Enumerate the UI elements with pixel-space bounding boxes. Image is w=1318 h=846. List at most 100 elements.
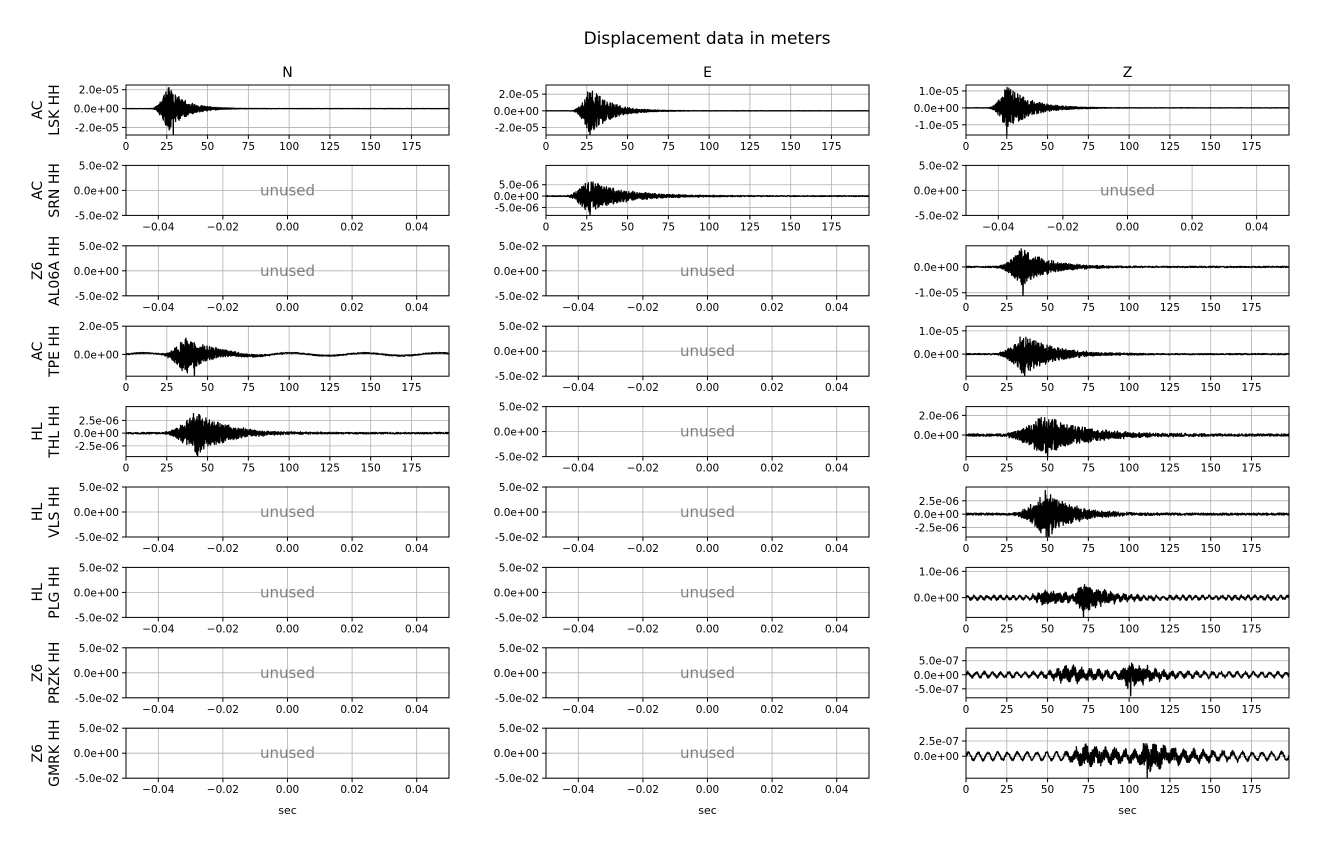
y-tick-label: 5.0e-02 (499, 321, 539, 333)
x-tick-label: 25 (160, 382, 173, 394)
x-tick-label: 0.00 (276, 221, 299, 233)
series-trace (546, 90, 869, 135)
x-tick-label: −0.02 (207, 704, 239, 716)
unused-label: unused (260, 503, 315, 521)
x-tick-label: −0.02 (627, 382, 659, 394)
x-tick-label: 25 (1000, 463, 1013, 475)
x-tick-label: −0.02 (627, 784, 659, 796)
x-tick-label: 0.00 (276, 302, 299, 314)
x-tick-label: 0 (963, 704, 970, 716)
x-tick-label: 125 (1160, 382, 1180, 394)
unused-label: unused (1100, 181, 1155, 199)
row-label-network: Z6 (30, 663, 46, 682)
unused-label: unused (260, 262, 315, 280)
x-tick-label: 100 (1119, 784, 1139, 796)
x-tick-label: 150 (1201, 463, 1221, 475)
y-tick-label: -2.5e-06 (75, 441, 119, 453)
row-label-network: AC (30, 341, 46, 360)
x-tick-label: 0 (963, 623, 970, 635)
y-tick-label: 0.0e+00 (74, 349, 119, 361)
x-tick-label: 100 (699, 141, 719, 153)
x-tick-label: 175 (821, 221, 841, 233)
y-tick-label: 2.0e-06 (919, 410, 960, 422)
x-tick-label: 75 (662, 141, 675, 153)
axes-frame (125, 325, 450, 377)
x-tick-label: 50 (1041, 704, 1054, 716)
x-tick-label: 125 (1160, 704, 1180, 716)
x-tick-label: 0.00 (696, 784, 719, 796)
x-tick-label: 0.02 (340, 302, 363, 314)
x-tick-label: 0.02 (1180, 221, 1203, 233)
row-label-network: Z6 (30, 744, 46, 763)
x-tick-label: 0.02 (760, 623, 783, 635)
subplot-r4-c0: 0 25 50 75 100 125 150 175 2.5e-060.0e+00-2.5e-0… (74, 406, 450, 475)
subplot-r6-c2: 0 25 50 75 100 125 150 175 1.0e-06 0.0e+00 (914, 566, 1290, 635)
x-tick-label: 100 (279, 382, 299, 394)
x-tick-label: 0.02 (760, 784, 783, 796)
row-label: AC TPE HH (30, 326, 63, 378)
x-axis-label: sec (278, 804, 297, 817)
y-tick-label: 5.0e-02 (499, 643, 539, 655)
subplot-r0-c0: 0 25 50 75 100 125 150 175 2.0e-05 0.0e+00 -2.0e-0… (74, 84, 450, 153)
y-tick-label: 0.0e+00 (914, 349, 959, 361)
subplot-r3-c0: 0 25 50 75 100 125 150 175 2.0e-05 0.0e+00 (74, 321, 450, 394)
x-tick-label: 75 (1082, 623, 1095, 635)
y-tick-label: -5.0e-02 (75, 210, 119, 222)
x-tick-label: 25 (580, 221, 593, 233)
x-tick-label: 150 (781, 221, 801, 233)
y-tick-label: 5.0e-02 (499, 241, 539, 253)
x-tick-label: −0.02 (1047, 221, 1079, 233)
x-tick-label: 100 (279, 463, 299, 475)
y-tick-label: 2.0e-05 (79, 85, 119, 97)
row-label-network: HL (30, 583, 46, 602)
y-tick-label: 0.0e+00 (914, 751, 959, 763)
column-title-e: E (703, 65, 712, 81)
x-tick-label: 175 (821, 141, 841, 153)
y-tick-label: 1.0e-05 (919, 326, 959, 338)
column-title-n: N (282, 65, 292, 81)
y-tick-label: 0.0e+00 (914, 103, 959, 115)
x-tick-label: 0.00 (696, 463, 719, 475)
x-tick-label: 125 (1160, 784, 1180, 796)
x-tick-label: 75 (242, 141, 255, 153)
x-tick-label: −0.02 (627, 623, 659, 635)
x-tick-label: 125 (1160, 141, 1180, 153)
y-tick-label: 5.0e-02 (79, 643, 119, 655)
x-tick-label: 100 (699, 221, 719, 233)
x-tick-label: 150 (1201, 543, 1221, 555)
subplot-r7-c2: 0 25 50 75 100 125 150 175 5.0e-07 0.0e+00 -5.0e-0… (914, 647, 1290, 716)
axes-frame (965, 406, 1290, 458)
series-trace (966, 86, 1289, 135)
series-trace (966, 662, 1289, 697)
subplot-r5-c1: unused −0.04 −0.02 0.00 0.02 0.04 5.0e-02 0.0e+… (494, 482, 870, 555)
y-tick-label: 5.0e-02 (79, 723, 119, 735)
x-tick-label: −0.04 (142, 623, 174, 635)
y-tick-label: 5.0e-02 (79, 241, 119, 253)
y-tick-label: 2.5e-07 (919, 736, 959, 748)
subplot-r2-c1: unused −0.04 −0.02 0.00 0.02 0.04 5.0e-02 0.0e+… (494, 241, 870, 314)
series-trace (966, 248, 1289, 296)
x-tick-label: 25 (160, 141, 173, 153)
subplot-r1-c2: unused −0.04 −0.02 0.00 0.02 0.04 5.0e-02 0.0e+… (914, 160, 1290, 233)
subplot-r6-c1: unused −0.04 −0.02 0.00 0.02 0.04 5.0e-02 0.0e+… (494, 562, 870, 635)
x-tick-label: −0.02 (207, 543, 239, 555)
x-tick-label: 0.04 (825, 784, 849, 796)
y-tick-label: 0.0e+00 (494, 587, 539, 599)
y-tick-label: -5.0e-02 (495, 773, 539, 785)
y-tick-label: -5.0e-02 (75, 291, 119, 303)
x-tick-label: 175 (401, 141, 421, 153)
x-tick-label: 0 (963, 302, 970, 314)
row-label: HL VLS HH (30, 486, 63, 538)
subplot-r4-c2: 0 25 50 75 100 125 150 175 2.0e-06 0.0e+00 (914, 406, 1290, 475)
x-tick-label: −0.04 (562, 463, 594, 475)
x-tick-label: 50 (621, 221, 634, 233)
y-tick-label: 0.0e+00 (494, 346, 539, 358)
series-trace (126, 413, 449, 457)
figure-title: Displacement data in meters (584, 29, 831, 49)
x-tick-label: 0.02 (760, 543, 783, 555)
x-tick-label: 75 (1082, 543, 1095, 555)
x-tick-label: 0 (963, 543, 970, 555)
y-tick-label: -5.0e-02 (75, 773, 119, 785)
row-label-network: AC (30, 181, 46, 200)
